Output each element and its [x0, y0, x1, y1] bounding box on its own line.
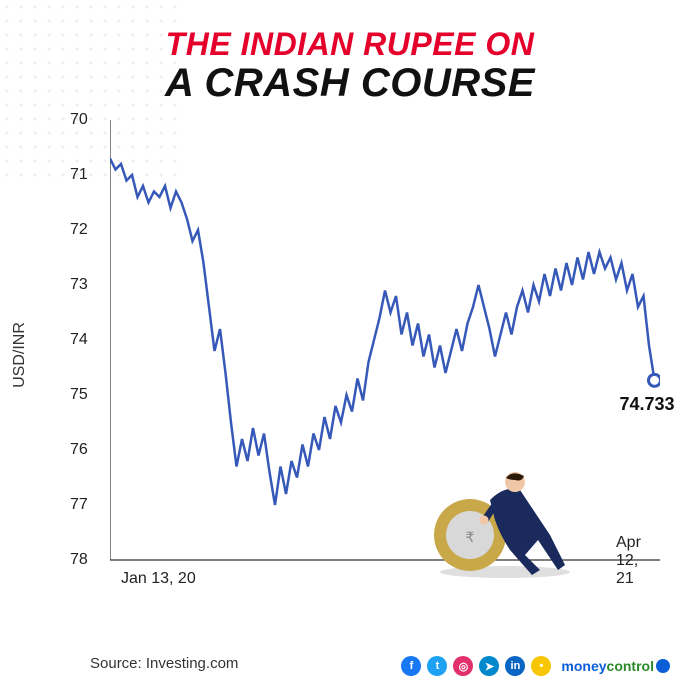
svg-text:₹: ₹: [466, 529, 475, 545]
telegram-icon[interactable]: ➤: [479, 656, 499, 676]
y-tick-label: 75: [70, 386, 88, 404]
linkedin-icon[interactable]: in: [505, 656, 525, 676]
brand-text-money: money: [561, 658, 606, 674]
x-tick-label: Jan 13, 20: [121, 570, 196, 588]
brand-logo: moneycontrol: [561, 658, 670, 674]
brand-dot-icon: [656, 659, 670, 673]
y-tick-label: 72: [70, 221, 88, 239]
end-value-label: 74.733: [620, 394, 675, 415]
brand-text-control: control: [607, 658, 654, 674]
twitter-icon[interactable]: t: [427, 656, 447, 676]
y-tick-label: 73: [70, 276, 88, 294]
source-attribution: Source: Investing.com: [90, 655, 238, 672]
title-line-2: A CRASH COURSE: [0, 62, 700, 104]
man-pushing-coin-illustration: ₹: [410, 430, 590, 580]
instagram-icon[interactable]: ◎: [453, 656, 473, 676]
y-tick-label: 76: [70, 441, 88, 459]
y-axis-label: USD/INR: [11, 322, 29, 388]
y-tick-label: 78: [70, 551, 88, 569]
koo-icon[interactable]: •: [531, 656, 551, 676]
y-tick-label: 74: [70, 331, 88, 349]
x-tick-label: Apr 12, 21: [616, 534, 660, 588]
y-tick-label: 70: [70, 111, 88, 129]
footer: ft ◎ ➤ in • moneycontrol: [401, 656, 670, 676]
y-tick-label: 77: [70, 496, 88, 514]
title-line-1: THE INDIAN RUPEE ON: [0, 28, 700, 62]
facebook-icon[interactable]: f: [401, 656, 421, 676]
end-point-marker: [649, 374, 661, 386]
chart-title: THE INDIAN RUPEE ON A CRASH COURSE: [0, 28, 700, 104]
y-tick-label: 71: [70, 166, 88, 184]
